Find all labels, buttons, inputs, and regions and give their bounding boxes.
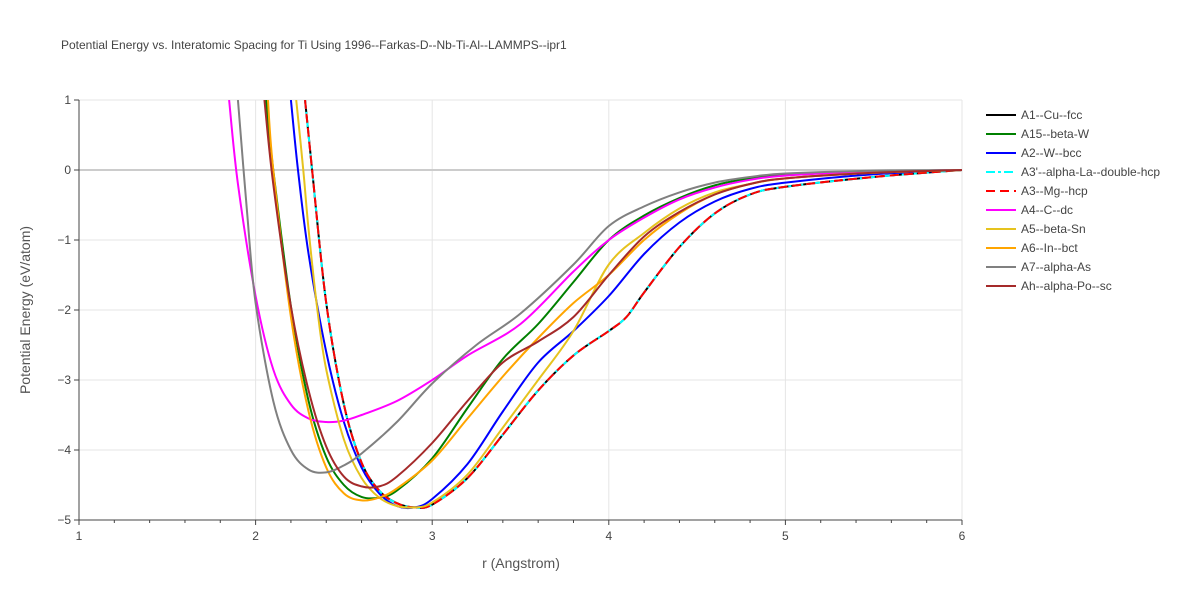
legend-label: A2--W--bcc xyxy=(1021,146,1081,160)
legend-label: Ah--alpha-Po--sc xyxy=(1021,279,1112,293)
legend-item[interactable]: A4--C--dc xyxy=(986,203,1073,217)
legend-label: A1--Cu--fcc xyxy=(1021,108,1082,122)
legend-item[interactable]: A5--beta-Sn xyxy=(986,222,1086,236)
series-line xyxy=(304,100,962,509)
series-line xyxy=(266,100,962,502)
legend-item[interactable]: A6--In--bct xyxy=(986,241,1078,255)
y-tick-label: −1 xyxy=(57,233,71,247)
y-tick-label: −4 xyxy=(57,443,71,457)
legend-label: A15--beta-W xyxy=(1021,127,1090,141)
legend-item[interactable]: A3--Mg--hcp xyxy=(986,184,1088,198)
series-line xyxy=(265,100,962,500)
y-axis-title: Potential Energy (eV/atom) xyxy=(17,226,33,394)
x-tick-label: 2 xyxy=(252,529,259,543)
series-line xyxy=(228,100,962,424)
legend-label: A6--In--bct xyxy=(1021,241,1078,255)
series-line xyxy=(304,100,962,509)
legend[interactable]: A1--Cu--fcc A15--beta-W A2--W--bcc A3'--alp… xyxy=(986,108,1160,293)
x-tick-label: 4 xyxy=(605,529,612,543)
y-tick-label: −3 xyxy=(57,373,71,387)
x-tick-label: 1 xyxy=(76,529,83,543)
legend-item[interactable]: A1--Cu--fcc xyxy=(986,108,1082,122)
y-tick-label: −5 xyxy=(57,513,71,527)
x-tick-label: 3 xyxy=(429,529,436,543)
series-line xyxy=(236,100,962,474)
y-tick-label: −2 xyxy=(57,303,71,317)
legend-item[interactable]: A7--alpha-As xyxy=(986,260,1091,274)
grid-layer xyxy=(79,99,963,520)
y-tick-label: 1 xyxy=(64,93,71,107)
legend-item[interactable]: A2--W--bcc xyxy=(986,146,1081,160)
y-tick-label: 0 xyxy=(64,163,71,177)
legend-label: A4--C--dc xyxy=(1021,203,1073,217)
legend-item[interactable]: Ah--alpha-Po--sc xyxy=(986,279,1112,293)
series-line xyxy=(304,100,962,509)
x-tick-label: 6 xyxy=(959,529,966,543)
legend-label: A3--Mg--hcp xyxy=(1021,184,1088,198)
legend-label: A5--beta-Sn xyxy=(1021,222,1086,236)
legend-label: A7--alpha-As xyxy=(1021,260,1091,274)
axis-layer: 1 2 3 4 5 6 1 0 −1 −2 −3 −4 −5 xyxy=(57,93,965,543)
legend-label: A3'--alpha-La--double-hcp xyxy=(1021,165,1160,179)
legend-item[interactable]: A15--beta-W xyxy=(986,127,1090,141)
series-line xyxy=(295,100,962,509)
series-line xyxy=(263,100,962,489)
chart-title: Potential Energy vs. Interatomic Spacing… xyxy=(61,38,567,52)
legend-item[interactable]: A3'--alpha-La--double-hcp xyxy=(986,165,1160,179)
x-axis-title: r (Angstrom) xyxy=(482,555,560,571)
series-line xyxy=(289,100,962,510)
x-tick-label: 5 xyxy=(782,529,789,543)
series-layer xyxy=(228,100,962,510)
